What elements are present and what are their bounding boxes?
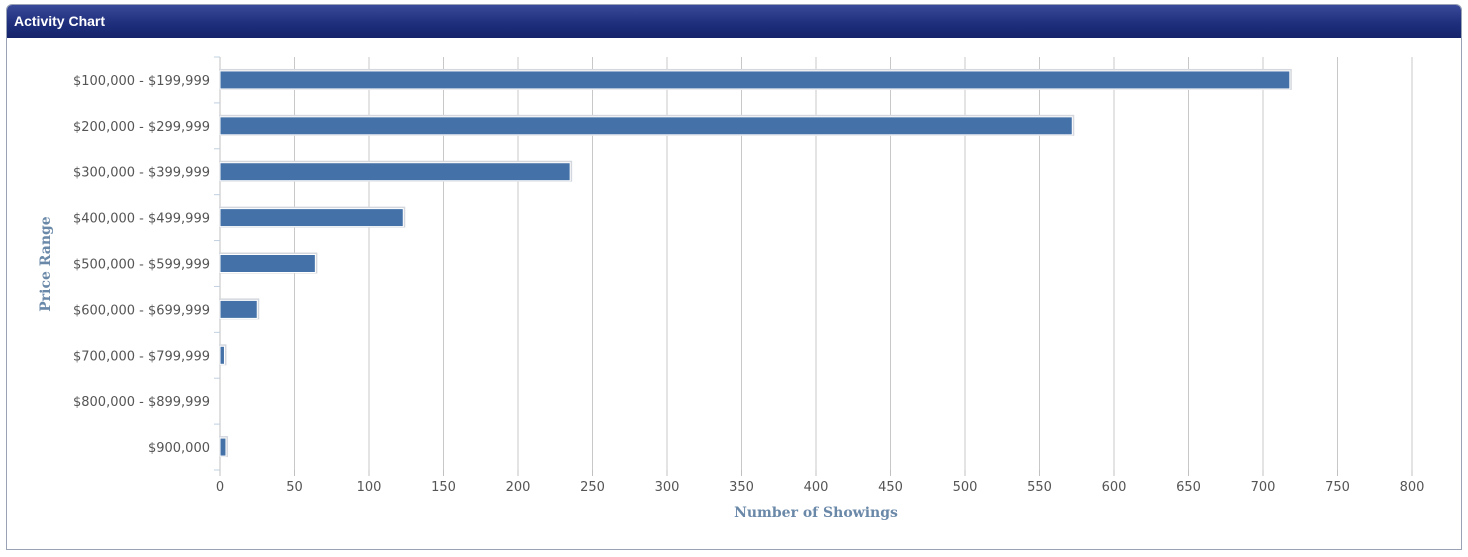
x-tick-label: 800 bbox=[1400, 480, 1425, 495]
x-tick-label: 650 bbox=[1176, 480, 1201, 495]
x-tick-label: 150 bbox=[431, 480, 456, 495]
bar bbox=[219, 299, 258, 319]
x-tick-label: 700 bbox=[1251, 480, 1276, 495]
category-label: $400,000 - $499,999 bbox=[73, 212, 210, 227]
category-label: $900,000 bbox=[148, 441, 210, 456]
category-label: $800,000 - $899,999 bbox=[73, 395, 210, 410]
x-tick-label: 200 bbox=[506, 480, 531, 495]
x-tick-label: 750 bbox=[1325, 480, 1350, 495]
category-label: $700,000 - $799,999 bbox=[73, 349, 210, 364]
bar bbox=[219, 70, 1291, 90]
x-tick-label: 500 bbox=[953, 480, 978, 495]
bar bbox=[219, 208, 404, 228]
x-tick-label: 50 bbox=[286, 480, 303, 495]
category-label: $300,000 - $399,999 bbox=[73, 166, 210, 181]
category-label: $200,000 - $299,999 bbox=[73, 120, 210, 135]
bar bbox=[219, 162, 571, 182]
x-tick-label: 600 bbox=[1102, 480, 1127, 495]
x-tick-label: 550 bbox=[1027, 480, 1052, 495]
bar bbox=[219, 437, 227, 457]
x-tick-label: 100 bbox=[357, 480, 382, 495]
category-label: $600,000 - $699,999 bbox=[73, 303, 210, 318]
bar bbox=[219, 254, 316, 273]
activity-chart-panel: Activity Chart bbox=[6, 4, 1462, 550]
x-tick-label: 0 bbox=[216, 480, 224, 495]
x-tick-label: 450 bbox=[878, 480, 903, 495]
x-tick-label: 350 bbox=[729, 480, 754, 495]
x-tick-label: 400 bbox=[804, 480, 829, 495]
y-axis-title: Price Range bbox=[38, 216, 54, 312]
category-label: $100,000 - $199,999 bbox=[73, 74, 210, 89]
panel-title: Activity Chart bbox=[7, 5, 1461, 38]
x-tick-label: 250 bbox=[580, 480, 605, 495]
category-label: $500,000 - $599,999 bbox=[73, 258, 210, 273]
bar bbox=[219, 116, 1073, 136]
x-axis-title: Number of Showings bbox=[734, 505, 898, 521]
bar bbox=[219, 345, 225, 365]
x-tick-label: 300 bbox=[655, 480, 680, 495]
